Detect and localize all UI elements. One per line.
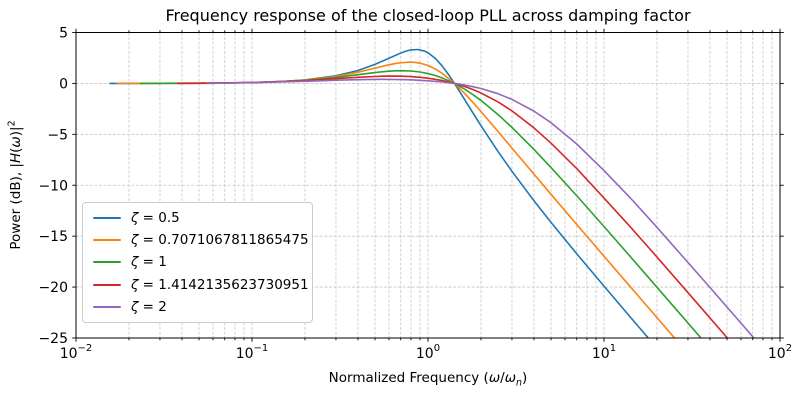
- legend-item-zeta-0.7071067811865475: ζ = 0.7071067811865475: [93, 232, 309, 248]
- y-tick-label: 0: [59, 76, 68, 92]
- y-axis-label: Power (dB), |H(ω)|2: [6, 120, 24, 250]
- curve-zeta-1: [139, 69, 702, 338]
- legend-label: ζ = 1: [131, 254, 167, 271]
- legend-item-zeta-1: ζ = 1: [93, 254, 302, 270]
- legend-item-zeta-1.4142135623730951: ζ = 1.4142135623730951: [93, 277, 309, 293]
- curve-zeta-2: [206, 78, 755, 338]
- axis-ticks: [72, 28, 784, 342]
- curves: [109, 48, 755, 338]
- legend-item-zeta-0.5: ζ = 0.5: [93, 210, 302, 226]
- x-tick-label: 101: [592, 343, 616, 362]
- x-axis-label: Normalized Frequency (ω/ωn): [328, 370, 528, 389]
- y-tick-label: −10: [38, 178, 68, 194]
- legend-label: ζ = 2: [131, 298, 167, 315]
- x-tick-label: 102: [768, 343, 792, 362]
- y-tick-label: −25: [38, 331, 68, 347]
- legend-item-zeta-2: ζ = 2: [93, 299, 302, 315]
- legend-label: ζ = 0.7071067811865475: [131, 232, 309, 249]
- legend-box: ζ = 0.5 ζ = 0.7071067811865475 ζ = 1 ζ = 1.…: [82, 202, 313, 323]
- legend-label: ζ = 1.4142135623730951: [131, 276, 309, 293]
- legend-label: ζ = 0.5: [131, 210, 180, 227]
- legend-line-sample: [93, 283, 121, 286]
- x-tick-label: 10−2: [60, 343, 93, 362]
- y-tick-label: 5: [59, 26, 68, 42]
- legend-line-sample: [93, 261, 121, 264]
- y-tick-label: −20: [38, 280, 68, 296]
- legend-line-sample: [93, 217, 121, 220]
- x-tick-label: 100: [416, 343, 440, 362]
- x-axis-label-text: Normalized Frequency (: [328, 370, 489, 386]
- x-tick-label: 10−1: [236, 343, 269, 362]
- legend-line-sample: [93, 305, 121, 308]
- tick-labels: 10−2 10−1 100 101 102 5 0 −5 −10 −15 −20 −25: [38, 26, 792, 363]
- y-tick-label: −15: [38, 229, 68, 245]
- chart-title: Frequency response of the closed-loop PL…: [165, 6, 691, 25]
- y-tick-label: −5: [47, 127, 68, 143]
- y-axis-label-text: Power (dB), |: [7, 163, 24, 250]
- legend-line-sample: [93, 239, 121, 242]
